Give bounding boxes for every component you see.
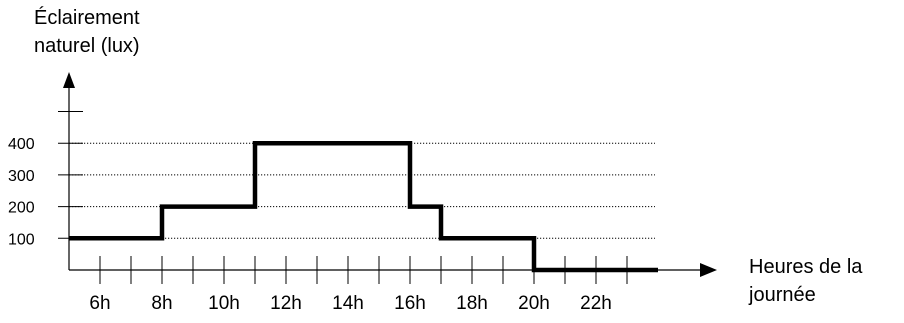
x-tick-label-12: 12h (270, 293, 302, 314)
x-tick-label-22: 22h (580, 293, 612, 314)
y-tick-label-100: 100 (8, 231, 35, 248)
x-tick-label-8: 8h (151, 293, 172, 314)
series-line-0 (69, 140, 658, 273)
y-tick-label-200: 200 (8, 200, 35, 217)
y-axis-arrow (63, 72, 75, 88)
x-tick-label-16: 16h (394, 293, 426, 314)
grid-lines (69, 142, 655, 239)
x-tick-label-20: 20h (518, 293, 550, 314)
y-tick-label-400: 400 (8, 136, 35, 153)
x-axis-title-line-2: journée (749, 284, 816, 306)
x-tick-label-18: 18h (456, 293, 488, 314)
y-axis-title-line-2: naturel (lux) (34, 35, 140, 57)
tick-labels: 100 200 300 400 6h 8h 10h 12h 14h 16h 18h 20h 22h (8, 136, 612, 314)
tick-marks (58, 111, 628, 284)
x-axis-title: Heures de la journée (749, 253, 862, 309)
x-tick-label-10: 10h (208, 293, 240, 314)
x-tick-label-14: 14h (332, 293, 364, 314)
x-axis-arrow (700, 263, 717, 277)
y-axis-title: Éclairement naturel (lux) (34, 4, 140, 60)
x-axis-title-line-1: Heures de la (749, 256, 863, 278)
x-tick-label-6: 6h (89, 293, 110, 314)
y-axis-title-line-1: Éclairement (34, 7, 140, 29)
series-layer (69, 140, 658, 273)
y-tick-label-300: 300 (8, 168, 35, 185)
